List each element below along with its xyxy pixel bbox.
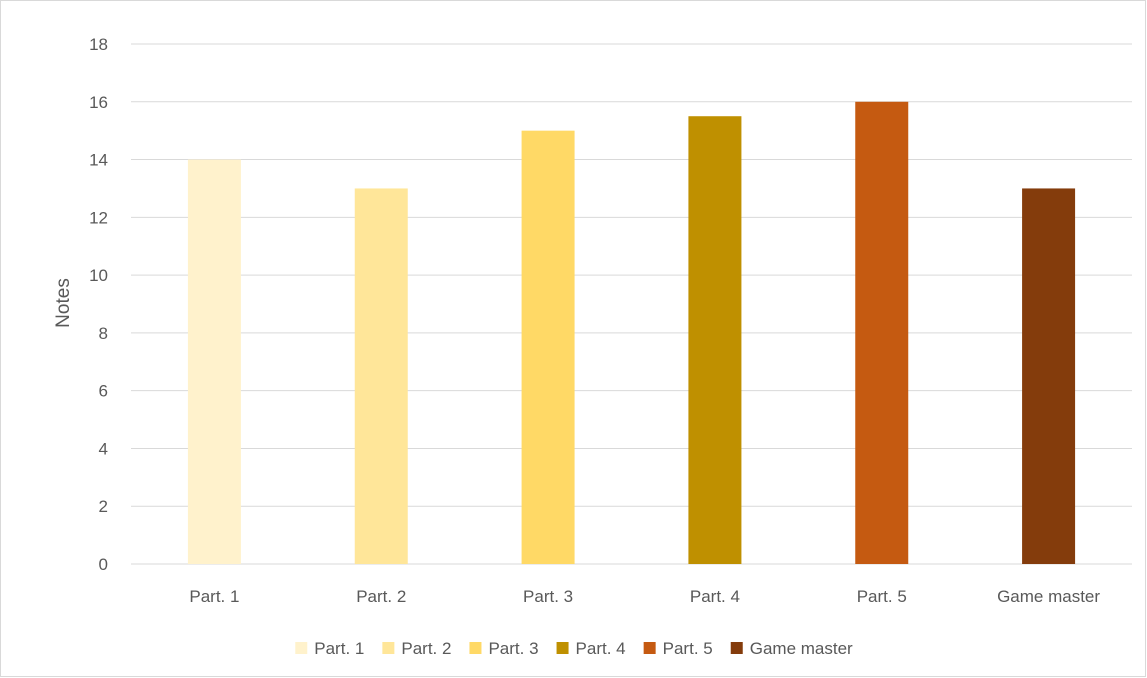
legend-item: Part. 4 [557, 639, 626, 658]
y-tick-label: 14 [89, 151, 108, 170]
x-tick-label: Part. 2 [356, 587, 406, 606]
y-tick-label: 6 [99, 382, 108, 401]
legend-label: Part. 3 [488, 639, 538, 658]
bar [188, 160, 241, 564]
legend-label: Part. 5 [663, 639, 713, 658]
y-axis-title: Notes [53, 278, 74, 328]
legend-swatch [644, 642, 656, 654]
bar [1022, 188, 1075, 564]
legend-swatch [469, 642, 481, 654]
bar [855, 102, 908, 564]
x-tick-label: Game master [997, 587, 1100, 606]
x-axis-ticks: Part. 1 Part. 2 Part. 3 Part. 4 Part. 5 Game … [189, 587, 1100, 606]
x-tick-label: Part. 5 [857, 587, 907, 606]
legend-item: Part. 3 [469, 639, 538, 658]
y-tick-label: 8 [99, 324, 108, 343]
legend-item: Game master [731, 639, 853, 658]
legend-label: Part. 2 [401, 639, 451, 658]
legend-label: Part. 4 [576, 639, 626, 658]
legend-label: Part. 1 [314, 639, 364, 658]
y-tick-label: 16 [89, 93, 108, 112]
y-tick-label: 18 [89, 35, 108, 54]
legend-swatch [557, 642, 569, 654]
x-tick-label: Part. 1 [189, 587, 239, 606]
x-tick-label: Part. 3 [523, 587, 573, 606]
bar [522, 131, 575, 564]
bar [355, 188, 408, 564]
legend-item: Part. 2 [382, 639, 451, 658]
y-tick-label: 10 [89, 266, 108, 285]
y-tick-label: 2 [99, 497, 108, 516]
x-tick-label: Part. 4 [690, 587, 740, 606]
y-tick-label: 12 [89, 208, 108, 227]
y-tick-label: 4 [99, 439, 108, 458]
legend-item: Part. 1 [295, 639, 364, 658]
legend-swatch [295, 642, 307, 654]
legend-label: Game master [750, 639, 853, 658]
legend-item: Part. 5 [644, 639, 713, 658]
bar [688, 116, 741, 564]
y-tick-label: 0 [99, 555, 108, 574]
legend-swatch [731, 642, 743, 654]
y-axis-ticks: 0 2 4 6 8 10 12 14 16 18 [89, 35, 108, 574]
legend: Part. 1 Part. 2 Part. 3 Part. 4 Part. 5 Game … [295, 639, 853, 658]
legend-swatch [382, 642, 394, 654]
gridlines [131, 44, 1132, 564]
